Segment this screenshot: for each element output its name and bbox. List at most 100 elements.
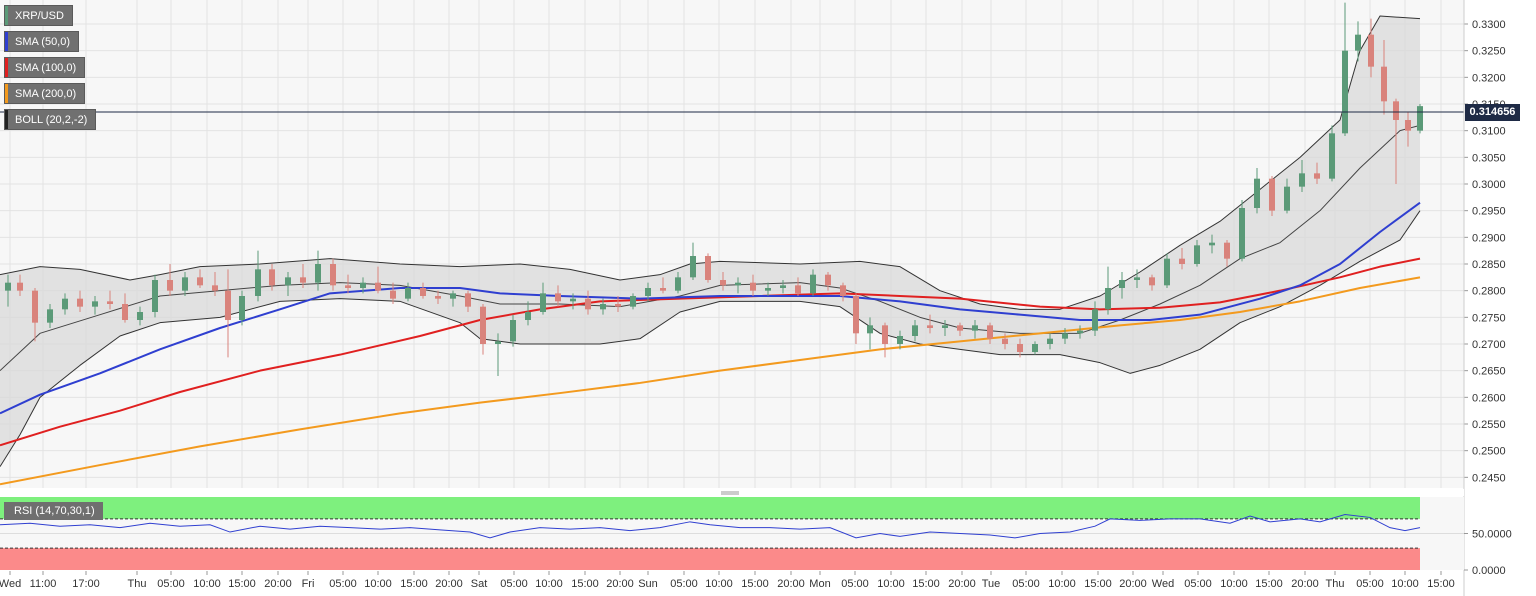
candle-body <box>942 325 948 328</box>
candle <box>1254 168 1260 214</box>
time-tick-label: Sun <box>638 578 658 590</box>
candle-body <box>152 280 158 312</box>
candle <box>957 322 963 336</box>
time-tick-label: 20:00 <box>1291 578 1319 590</box>
candle-body <box>77 298 83 307</box>
candle <box>987 322 993 344</box>
candle <box>1342 2 1348 136</box>
candle <box>465 290 471 312</box>
candle-body <box>107 301 113 304</box>
sma50-line <box>0 201 1421 415</box>
candle <box>810 269 816 296</box>
candle <box>167 264 173 296</box>
time-tick-label: 15:00 <box>741 578 769 590</box>
candle-body <box>32 290 38 323</box>
candle-body <box>897 336 903 344</box>
candle-body <box>780 285 786 288</box>
sma50-legend[interactable]: SMA (50,0) <box>4 31 80 52</box>
candle <box>1314 162 1320 184</box>
candle-body <box>1134 277 1140 280</box>
candle-body <box>555 293 561 302</box>
bollinger-lower-line <box>0 210 1421 467</box>
candle-body <box>197 277 203 286</box>
time-tick-label: 15:00 <box>1255 578 1283 590</box>
candle-body <box>1284 186 1290 211</box>
candle <box>1239 200 1245 262</box>
candle-body <box>450 293 456 299</box>
candle-body <box>1164 258 1170 286</box>
candle-body <box>1329 133 1335 179</box>
time-tick-label: 20:00 <box>948 578 976 590</box>
candle <box>1149 274 1155 291</box>
time-tick-label: 05:00 <box>670 578 698 590</box>
candle <box>255 250 261 302</box>
symbol-legend[interactable]: XRP/USD <box>4 5 73 26</box>
candle <box>555 285 561 307</box>
time-tick-label: 17:00 <box>72 578 100 590</box>
candle-body <box>1269 178 1275 211</box>
price-tick-label: 0.2450 <box>1472 472 1506 484</box>
candle-body <box>750 282 756 291</box>
time-tick-label: Fri <box>302 578 315 590</box>
candle-body <box>1314 173 1320 179</box>
price-tick-label: 0.3050 <box>1472 152 1506 164</box>
rsi-oversold-zone <box>0 548 1420 570</box>
candle <box>853 293 859 344</box>
symbol-label: XRP/USD <box>15 10 64 22</box>
candle-body <box>1224 242 1230 259</box>
time-tick-label: 15:00 <box>1427 578 1455 590</box>
candle-body <box>853 296 859 334</box>
sma200-legend[interactable]: SMA (200,0) <box>4 83 86 104</box>
candle-body <box>840 285 846 296</box>
candle-body <box>585 298 591 310</box>
candle <box>239 290 245 326</box>
moving-averages <box>0 201 1421 486</box>
time-tick-label: 05:00 <box>1012 578 1040 590</box>
candle-body <box>1105 288 1111 310</box>
candle <box>1047 333 1053 350</box>
price-tick-label: 0.3200 <box>1472 72 1506 84</box>
price-tick-label: 0.2900 <box>1472 232 1506 244</box>
candle <box>765 282 771 296</box>
candle-body <box>705 256 711 280</box>
price-tick-label: 0.3000 <box>1472 179 1506 191</box>
sma200-swatch <box>5 84 8 103</box>
price-tick-label: 0.3250 <box>1472 46 1506 58</box>
time-tick-label: 10:00 <box>1220 578 1248 590</box>
candle <box>525 301 531 326</box>
time-tick-label: 10:00 <box>535 578 563 590</box>
candle-body <box>765 288 771 291</box>
candle-body <box>882 325 888 344</box>
candle <box>435 290 441 304</box>
candle <box>5 274 11 307</box>
candle-body <box>62 298 68 310</box>
candle-body <box>1149 277 1155 286</box>
candle-body <box>1381 66 1387 102</box>
price-tick-label: 0.2750 <box>1472 312 1506 324</box>
rsi-line <box>0 514 1421 539</box>
candle <box>1164 253 1170 288</box>
time-tick-label: 10:00 <box>364 578 392 590</box>
boll-swatch <box>5 110 8 129</box>
boll-legend[interactable]: BOLL (20,2,-2) <box>4 109 97 130</box>
time-tick-label: 10:00 <box>1391 578 1419 590</box>
rsi-tick-label: 50.0000 <box>1472 529 1512 541</box>
candle <box>480 304 486 355</box>
candle-body <box>420 288 426 296</box>
candle <box>690 242 696 280</box>
candle <box>92 296 98 315</box>
pane-divider[interactable] <box>0 489 1464 496</box>
candle <box>62 293 68 315</box>
candle-body <box>825 274 831 286</box>
candle-body <box>390 290 396 299</box>
candle-body <box>1194 245 1200 264</box>
candle <box>1224 240 1230 267</box>
time-tick-label: 05:00 <box>157 578 185 590</box>
sma100-legend[interactable]: SMA (100,0) <box>4 57 86 78</box>
candle <box>1194 240 1200 267</box>
time-tick-label: Thu <box>128 578 147 590</box>
rsi-legend[interactable]: RSI (14,70,30,1) <box>4 502 103 520</box>
candle <box>600 298 606 315</box>
candle <box>182 272 188 296</box>
